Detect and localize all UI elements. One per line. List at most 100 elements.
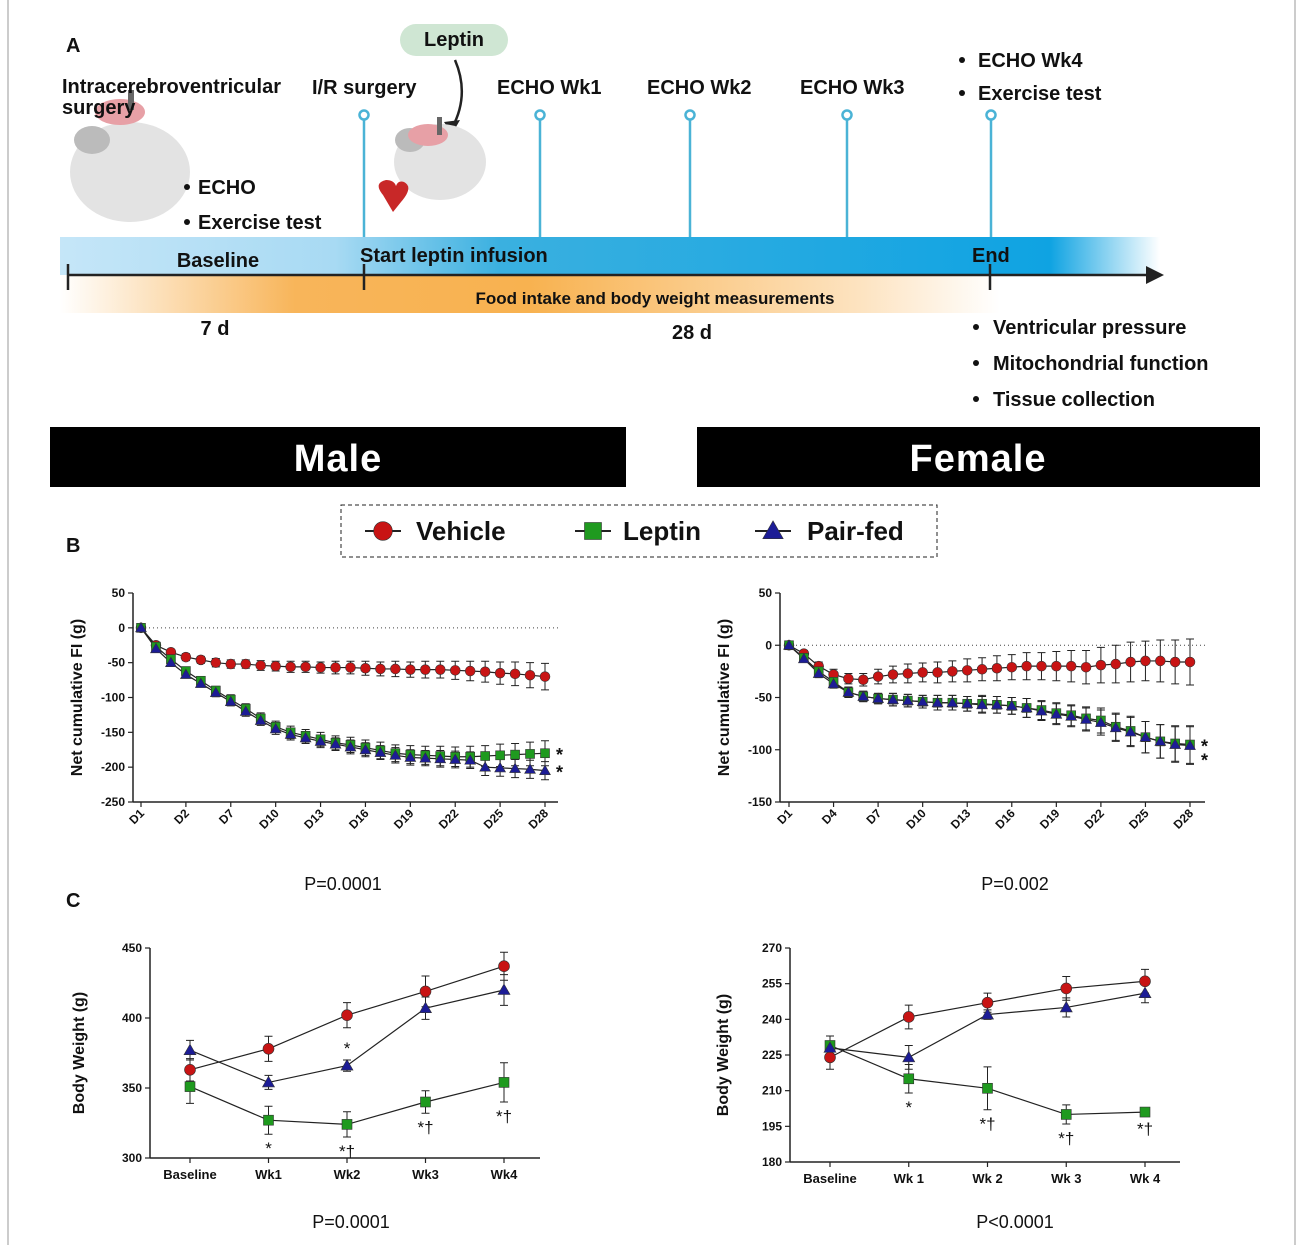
event-label: ECHO (198, 177, 256, 199)
y-tick-label: 50 (112, 586, 126, 600)
marker (390, 664, 400, 674)
panel-label: A (66, 35, 80, 57)
marker (465, 666, 475, 676)
y-tick-label: -150 (101, 725, 125, 739)
marker (933, 667, 943, 677)
marker (1111, 659, 1121, 669)
marker (181, 652, 191, 662)
marker (525, 670, 535, 680)
marker (196, 655, 206, 665)
marker (1155, 656, 1165, 666)
figure: A Leptin Intracerebroventricular surgery… (0, 0, 1303, 1245)
x-tick-label: Wk4 (491, 1167, 519, 1182)
marker (918, 667, 928, 677)
marker (1022, 661, 1032, 671)
duration-label: 28 d (672, 322, 712, 344)
footnote: P=0.0001 (312, 1212, 390, 1232)
marker (1140, 976, 1151, 987)
marker (421, 1097, 431, 1107)
marker (480, 667, 490, 677)
marker (1096, 660, 1106, 670)
significance-label: *† (417, 1118, 433, 1137)
x-tick-label: D4 (819, 806, 840, 827)
phase-label: End (972, 245, 1010, 267)
marker (316, 663, 326, 673)
x-tick-label: D13 (301, 806, 327, 832)
x-tick-label: Wk 2 (972, 1171, 1002, 1186)
marker (499, 961, 510, 972)
marker (540, 672, 550, 682)
marker (903, 1011, 914, 1022)
y-tick-label: 400 (122, 1011, 142, 1025)
panel-label: C (66, 890, 80, 912)
significance-label: *† (1058, 1129, 1074, 1148)
marker (495, 668, 505, 678)
x-tick-label: D16 (346, 806, 372, 832)
marker (286, 662, 296, 672)
x-tick-label: D25 (1126, 806, 1152, 832)
x-tick-label: D22 (436, 806, 462, 832)
marker (903, 669, 913, 679)
marker (1170, 657, 1180, 667)
x-tick-label: D7 (216, 806, 237, 827)
marker (1126, 657, 1136, 667)
y-tick-label: 270 (762, 941, 782, 955)
marker (947, 666, 957, 676)
x-tick-label: D7 (863, 806, 884, 827)
marker (873, 672, 883, 682)
x-tick-label: Wk1 (255, 1167, 282, 1182)
panel-label: B (66, 535, 80, 557)
marker (962, 665, 972, 675)
marker (360, 663, 370, 673)
y-tick-label: 0 (765, 638, 772, 652)
marker (375, 664, 385, 674)
marker (904, 1074, 914, 1084)
marker (1007, 662, 1017, 672)
y-tick-label: 0 (118, 621, 125, 635)
event-label: ECHO Wk2 (647, 77, 751, 99)
y-tick-label: 450 (122, 941, 142, 955)
footnote: P<0.0001 (976, 1212, 1054, 1232)
marker (226, 659, 236, 669)
x-tick-label: Baseline (803, 1171, 856, 1186)
legend-label: Vehicle (416, 516, 506, 546)
marker (526, 749, 535, 758)
significance-label: * (905, 1098, 912, 1117)
x-tick-label: D16 (992, 806, 1018, 832)
y-axis-label: Body Weight (g) (71, 992, 88, 1114)
endpoint-label: Tissue collection (993, 389, 1155, 411)
y-tick-label: 225 (762, 1048, 782, 1062)
y-tick-label: 180 (762, 1155, 782, 1169)
footnote: P=0.002 (981, 874, 1049, 894)
marker (511, 750, 520, 759)
event-label: Intracerebroventricular (62, 76, 281, 98)
y-axis-label: Net cumulative FI (g) (69, 619, 86, 776)
y-tick-label: -250 (101, 795, 125, 809)
y-tick-label: -50 (108, 656, 126, 670)
marker (1061, 1109, 1071, 1119)
marker (992, 663, 1002, 673)
marker (450, 665, 460, 675)
x-tick-label: D22 (1082, 806, 1108, 832)
y-tick-label: 210 (762, 1084, 782, 1098)
page: A Leptin Intracerebroventricular surgery… (0, 0, 1303, 1245)
x-tick-label: Wk 3 (1051, 1171, 1081, 1186)
legend-label: Pair-fed (807, 516, 904, 546)
marker (1037, 661, 1047, 671)
x-tick-label: D19 (391, 806, 417, 832)
y-tick-label: 300 (122, 1151, 142, 1165)
marker (342, 1010, 353, 1021)
marker (185, 1064, 196, 1075)
marker (1051, 661, 1061, 671)
y-tick-label: -200 (101, 760, 125, 774)
y-tick-label: 240 (762, 1012, 782, 1026)
marker (977, 664, 987, 674)
duration-label: 7 d (201, 318, 230, 340)
y-axis-label: Net cumulative FI (g) (716, 619, 733, 776)
marker (341, 1060, 353, 1071)
marker (331, 663, 341, 673)
endpoint-label: Ventricular pressure (993, 317, 1186, 339)
marker (481, 752, 490, 761)
marker (1081, 662, 1091, 672)
x-tick-label: Wk 4 (1130, 1171, 1161, 1186)
